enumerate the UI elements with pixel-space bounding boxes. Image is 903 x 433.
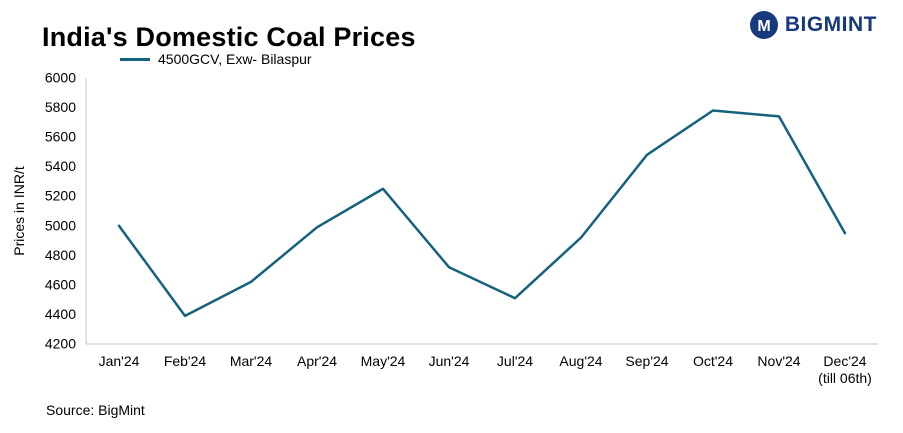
y-axis-title: Prices in INR/t <box>11 166 27 256</box>
page-title: India's Domestic Coal Prices <box>42 22 416 53</box>
logo-circle <box>749 11 778 39</box>
y-tick-label: 4200 <box>45 336 76 352</box>
chart-legend: 4500GCV, Exw- Bilaspur <box>120 51 312 67</box>
y-tick-label: 6000 <box>45 70 76 86</box>
chart-area: 4200 4400 4600 4800 5000 5200 5400 5600 5800 6000… <box>8 66 896 401</box>
logo-glyph: M <box>757 18 770 35</box>
y-tick-label: 4400 <box>45 306 76 322</box>
y-tick-label: 5800 <box>45 99 76 115</box>
x-tick-label: Jul'24 <box>497 353 533 369</box>
y-tick-label: 4800 <box>45 247 76 263</box>
source-note: Source: BigMint <box>46 402 145 418</box>
x-tick-label: Nov'24 <box>757 353 800 369</box>
x-tick-label: Sep'24 <box>625 353 668 369</box>
legend-line-swatch <box>120 57 150 61</box>
bigmint-logo: M BIGMINT <box>749 10 877 40</box>
x-tick-label: Jun'24 <box>429 353 470 369</box>
y-tick-label: 5400 <box>45 158 76 174</box>
legend-label: 4500GCV, Exw- Bilaspur <box>158 51 312 67</box>
y-tick-label: 5000 <box>45 217 76 233</box>
x-tick-label: May'24 <box>361 353 406 369</box>
y-tick-label: 4600 <box>45 276 76 292</box>
x-tick-label: Feb'24 <box>164 353 207 369</box>
x-tick-label: Dec'24 (till 06th) <box>818 353 872 386</box>
coal-price-line-chart: 4200 4400 4600 4800 5000 5200 5400 5600 5800 6000… <box>11 70 878 386</box>
x-tick-label: Oct'24 <box>693 353 733 369</box>
x-tick-label: Mar'24 <box>230 353 273 369</box>
y-tick-label: 5600 <box>45 129 76 145</box>
x-tick-label: Jan'24 <box>99 353 140 369</box>
bigmint-logo-icon: M <box>749 11 778 39</box>
x-tick-label: Aug'24 <box>559 353 602 369</box>
x-tick-label: Apr'24 <box>297 353 337 369</box>
y-tick-label: 5200 <box>45 188 76 204</box>
brand-name: BIGMINT <box>784 13 877 36</box>
x-tick-note: (till 06th) <box>818 370 872 386</box>
price-series-line <box>117 109 847 318</box>
